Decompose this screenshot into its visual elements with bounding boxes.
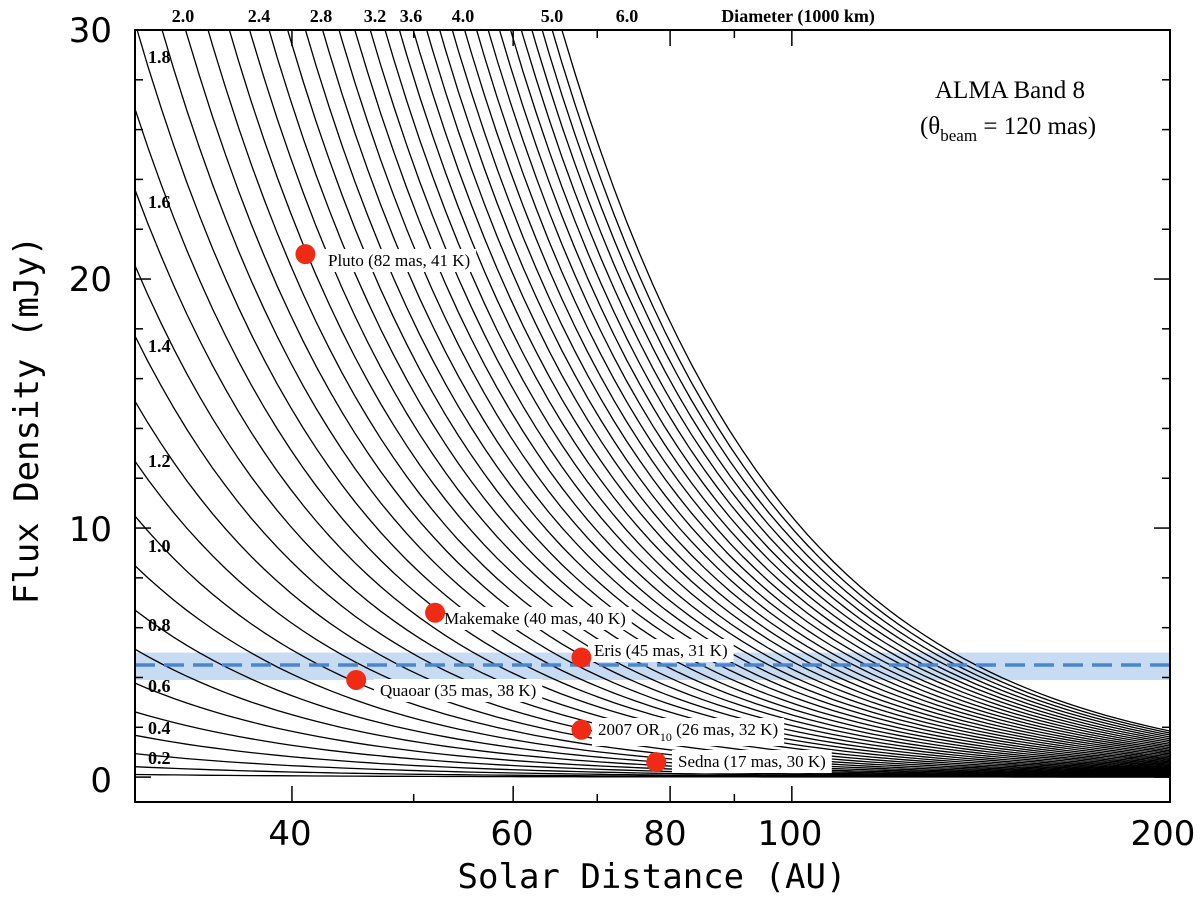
flux-curve xyxy=(135,335,1170,774)
curve-label: 0.4 xyxy=(148,718,171,738)
flux-curve xyxy=(487,30,1170,745)
flux-curve xyxy=(321,30,1170,763)
object-point xyxy=(425,602,446,623)
flux-curve xyxy=(463,30,1170,749)
inset-title: ALMA Band 8 xyxy=(935,77,1085,104)
flux-curve xyxy=(338,30,1170,762)
curve-label: 1.0 xyxy=(148,536,171,556)
curve-label: 0.2 xyxy=(148,748,171,768)
curve-label: 1.6 xyxy=(148,192,171,212)
object-label-background xyxy=(438,607,632,630)
top-tick-label: 2.0 xyxy=(172,6,195,26)
flux-curve xyxy=(531,30,1170,738)
object-point xyxy=(646,752,667,773)
flux-curve xyxy=(184,30,1170,770)
flux-curve xyxy=(520,30,1170,740)
y-tick-label: 30 xyxy=(69,11,112,51)
flux-curve xyxy=(136,30,1170,772)
curve-label: 1.8 xyxy=(148,47,171,67)
flux-curve xyxy=(304,30,1170,764)
top-tick-label: 2.4 xyxy=(248,6,271,26)
flux-curve xyxy=(412,30,1170,755)
flux-curve xyxy=(541,30,1170,736)
inset-beam: (θbeam = 120 mas) xyxy=(920,113,1096,145)
flux-curve xyxy=(561,30,1170,732)
flux-curve xyxy=(135,400,1170,775)
top-tick-label: 3.2 xyxy=(364,6,387,26)
flux-curve xyxy=(207,30,1170,769)
flux-curve xyxy=(384,30,1170,758)
object-label-background xyxy=(672,750,832,773)
flux-curve xyxy=(287,30,1170,765)
object-label-sedna: Sedna (17 mas, 30 K) xyxy=(678,752,826,771)
object-point xyxy=(346,669,367,690)
flux-curve xyxy=(135,189,1170,773)
curve-label: 1.2 xyxy=(148,451,171,471)
object-label-background xyxy=(588,639,734,662)
x-tick-label: 40 xyxy=(268,814,311,854)
flux-curve xyxy=(135,515,1170,776)
curve-label: 0.6 xyxy=(148,676,171,696)
object-label-background xyxy=(374,679,543,702)
flux-curve xyxy=(426,30,1170,753)
object-label-pluto: Pluto (82 mas, 41 K) xyxy=(328,251,470,270)
x-tick-label: 100 xyxy=(758,814,823,854)
y-tick-label: 20 xyxy=(69,260,112,300)
flux-curve xyxy=(498,30,1170,744)
flux-curve xyxy=(135,265,1170,774)
flux-curve xyxy=(509,30,1170,742)
flux-curve xyxy=(369,30,1170,759)
flux-curve xyxy=(354,30,1170,760)
flux-curve xyxy=(451,30,1170,750)
top-tick-label: 2.8 xyxy=(310,6,333,26)
x-tick-label: 200 xyxy=(1131,814,1196,854)
object-label-eris: Eris (45 mas, 31 K) xyxy=(594,641,728,660)
object-point xyxy=(571,647,592,668)
x-axis-title: Solar Distance (AU) xyxy=(458,857,847,897)
object-label-quaoar: Quaoar (35 mas, 38 K) xyxy=(380,681,536,700)
curve-label: 0.8 xyxy=(148,615,171,635)
flux-curve xyxy=(135,108,1170,772)
top-tick-label: 5.0 xyxy=(541,6,564,26)
object-label-2007-or10: 2007 OR10 (26 mas, 32 K) xyxy=(598,720,778,744)
object-point xyxy=(295,244,316,265)
y-tick-label: 0 xyxy=(90,761,112,801)
top-tick-label: 3.6 xyxy=(400,6,423,26)
top-tick-label: 6.0 xyxy=(616,6,639,26)
flux-curve xyxy=(439,30,1170,752)
flux-curve xyxy=(161,30,1170,771)
y-axis-title: Flux Density (mJy) xyxy=(7,236,47,604)
top-axis-title: Diameter (1000 km) xyxy=(721,6,875,27)
curve-label: 1.4 xyxy=(148,336,171,356)
flux-curve xyxy=(135,460,1170,775)
object-label-makemake: Makemake (40 mas, 40 K) xyxy=(444,609,626,628)
object-point xyxy=(571,719,592,740)
x-tick-label: 80 xyxy=(643,814,686,854)
top-tick-label: 4.0 xyxy=(452,6,475,26)
object-label-background xyxy=(322,249,477,272)
flux-curve xyxy=(398,30,1170,756)
x-tick-label: 60 xyxy=(490,814,533,854)
object-label-background xyxy=(592,718,785,746)
flux-curve xyxy=(475,30,1170,747)
flux-curve xyxy=(551,30,1170,734)
y-tick-label: 10 xyxy=(69,510,112,550)
plot-frame xyxy=(134,29,1171,803)
